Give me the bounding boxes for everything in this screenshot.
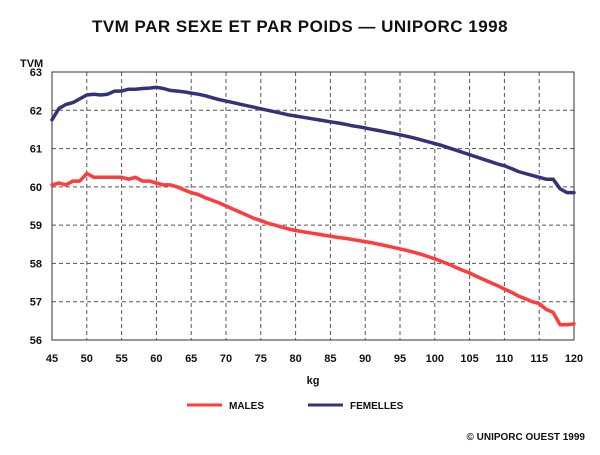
x-tick-label: 100 bbox=[426, 353, 444, 365]
x-tick-label: 65 bbox=[185, 353, 197, 365]
legend-label-femelles: FEMELLES bbox=[350, 401, 404, 412]
x-tick-label: 70 bbox=[220, 353, 232, 365]
legend-label-males: MALES bbox=[229, 401, 264, 412]
y-tick-label: 60 bbox=[30, 182, 42, 194]
x-tick-label: 105 bbox=[460, 353, 478, 365]
series-layer bbox=[50, 85, 576, 327]
y-tick-label: 57 bbox=[30, 297, 42, 309]
x-tick-label: 45 bbox=[46, 353, 58, 365]
y-tick-label: 56 bbox=[30, 335, 42, 347]
copyright: © UNIPORC OUEST 1999 bbox=[466, 432, 585, 443]
x-tick-label: 95 bbox=[394, 353, 406, 365]
x-tick-label: 115 bbox=[530, 353, 548, 365]
chart-title: TVM PAR SEXE ET PAR POIDS — UNIPORC 1998 bbox=[92, 17, 508, 36]
x-tick-label: 55 bbox=[115, 353, 127, 365]
y-tick-label: 61 bbox=[30, 144, 42, 156]
plot-area bbox=[51, 71, 575, 341]
y-tick-label: 59 bbox=[30, 220, 42, 232]
series-line-males bbox=[50, 171, 576, 327]
tick-labels: 45 50 55 60 65 70 75 80 85 90 95 100 105 110 115 120 56 5… bbox=[30, 67, 583, 365]
y-tick-label: 62 bbox=[30, 105, 42, 117]
series-line-femelles bbox=[50, 85, 576, 195]
grid bbox=[52, 71, 574, 341]
x-tick-label: 90 bbox=[359, 353, 371, 365]
x-tick-label: 50 bbox=[81, 353, 93, 365]
x-tick-label: 85 bbox=[324, 353, 336, 365]
y-tick-label: 58 bbox=[30, 258, 42, 270]
x-axis-label: kg bbox=[307, 375, 320, 387]
x-tick-label: 60 bbox=[150, 353, 162, 365]
x-tick-label: 80 bbox=[289, 353, 301, 365]
x-tick-label: 110 bbox=[496, 353, 514, 365]
legend: MALES FEMELLES bbox=[187, 401, 404, 412]
x-tick-label: 120 bbox=[565, 353, 583, 365]
y-tick-label: 63 bbox=[30, 67, 42, 79]
y-axis-label: TVM bbox=[20, 58, 43, 70]
x-tick-label: 75 bbox=[255, 353, 267, 365]
